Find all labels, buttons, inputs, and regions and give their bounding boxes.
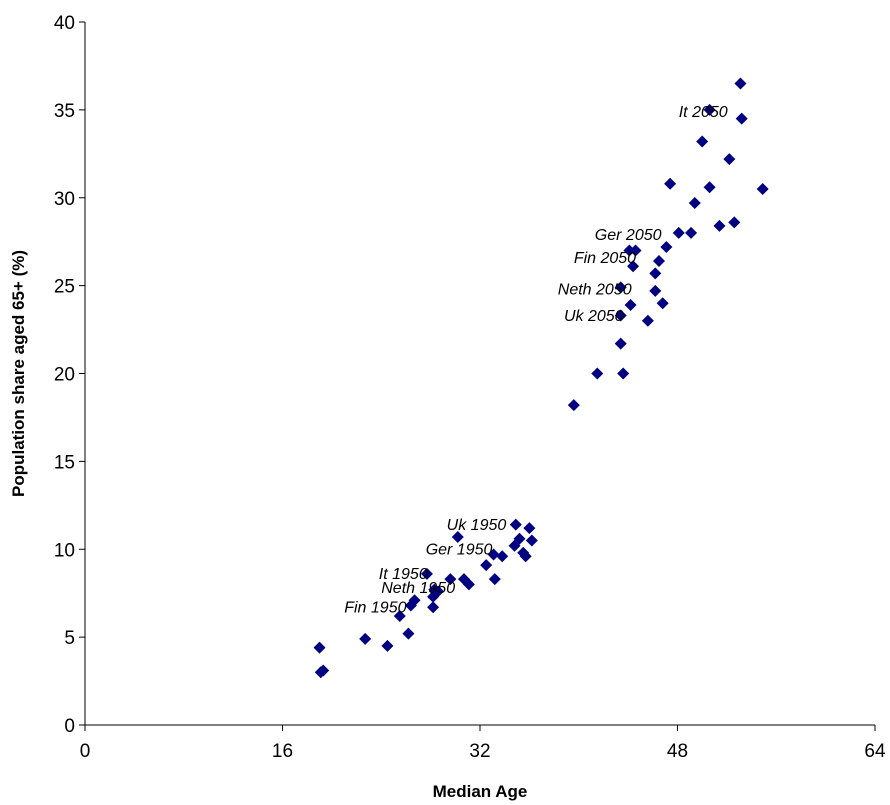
data-point-marker xyxy=(756,182,769,195)
data-point-marker xyxy=(509,518,522,531)
point-annotation: Uk 1950 xyxy=(447,517,507,534)
y-tick-label: 35 xyxy=(54,101,75,122)
x-tick-label: 0 xyxy=(80,741,91,762)
y-tick-label: 30 xyxy=(54,189,75,210)
data-point-marker xyxy=(688,197,701,210)
data-point-marker xyxy=(614,281,627,294)
point-annotation: Neth 2050 xyxy=(558,281,632,298)
data-point-marker xyxy=(652,255,665,268)
point-annotation: Fin 2050 xyxy=(574,250,636,267)
y-tick-label: 20 xyxy=(54,365,75,386)
data-point-marker xyxy=(641,314,654,327)
y-tick-label: 25 xyxy=(54,277,75,298)
data-point-marker xyxy=(567,399,580,412)
data-point-marker xyxy=(660,240,673,253)
data-point-marker xyxy=(623,244,636,257)
data-point-marker xyxy=(629,244,642,257)
y-tick-label: 15 xyxy=(54,452,75,473)
data-point-marker xyxy=(664,177,677,190)
axes xyxy=(84,22,875,726)
data-point-marker xyxy=(359,632,372,645)
data-point-marker xyxy=(513,532,526,545)
data-point-marker xyxy=(480,559,493,572)
x-axis-title: Median Age xyxy=(433,782,528,801)
data-point-marker xyxy=(713,219,726,232)
data-point-marker xyxy=(723,153,736,166)
data-point-marker xyxy=(525,534,538,547)
data-point-marker xyxy=(624,298,637,311)
data-point-marker xyxy=(427,601,440,614)
data-point-marker xyxy=(523,522,536,535)
point-annotation: Fin 1950 xyxy=(344,600,406,617)
data-point-marker xyxy=(614,337,627,350)
point-annotation: Neth 1950 xyxy=(381,580,455,597)
point-annotation: It 1950 xyxy=(379,566,428,583)
y-tick-label: 5 xyxy=(64,628,75,649)
data-point-marker xyxy=(408,594,421,607)
data-point-marker xyxy=(402,627,415,640)
data-point-marker xyxy=(656,297,669,310)
data-point-marker xyxy=(735,112,748,125)
data-point-marker xyxy=(703,181,716,194)
y-tick-label: 40 xyxy=(54,13,75,34)
point-annotation: Uk 2050 xyxy=(564,308,624,325)
data-point-marker xyxy=(591,367,604,380)
data-point-marker xyxy=(487,548,500,561)
data-point-marker xyxy=(488,573,501,586)
data-point-marker xyxy=(381,639,394,652)
data-point-marker xyxy=(649,284,662,297)
y-axis-title: Population share aged 65+ (%) xyxy=(9,250,28,497)
data-point-marker xyxy=(420,567,433,580)
y-tick-label: 10 xyxy=(54,540,75,561)
y-tick-label: 0 xyxy=(64,716,75,737)
data-points xyxy=(313,77,769,679)
data-point-marker xyxy=(703,103,716,116)
point-annotation: Ger 1950 xyxy=(426,542,493,559)
x-tick-label: 64 xyxy=(864,741,886,762)
data-point-marker xyxy=(432,585,445,598)
data-point-marker xyxy=(462,578,475,591)
data-point-marker xyxy=(728,216,741,229)
tick-labels: 0 5 10 15 20 25 30 35 40 0 16 32 48 64 xyxy=(54,13,886,762)
x-tick-label: 16 xyxy=(272,741,293,762)
data-point-marker xyxy=(617,367,630,380)
data-point-marker xyxy=(313,641,326,654)
data-point-marker xyxy=(649,267,662,280)
data-point-marker xyxy=(696,135,709,148)
data-point-marker xyxy=(685,226,698,239)
point-annotation: It 2050 xyxy=(679,104,728,121)
data-point-marker xyxy=(496,550,509,563)
data-point-marker xyxy=(614,309,627,322)
data-point-marker xyxy=(451,530,464,543)
point-annotation: Ger 2050 xyxy=(595,227,662,244)
data-point-marker xyxy=(444,573,457,586)
data-point-marker xyxy=(317,664,330,677)
x-tick-label: 32 xyxy=(469,741,490,762)
data-point-marker xyxy=(393,610,406,623)
data-point-marker xyxy=(519,550,532,563)
data-point-marker xyxy=(627,260,640,273)
data-point-marker xyxy=(672,226,685,239)
tick-marks xyxy=(79,21,876,731)
data-point-marker xyxy=(734,77,747,90)
x-tick-label: 48 xyxy=(667,741,688,762)
